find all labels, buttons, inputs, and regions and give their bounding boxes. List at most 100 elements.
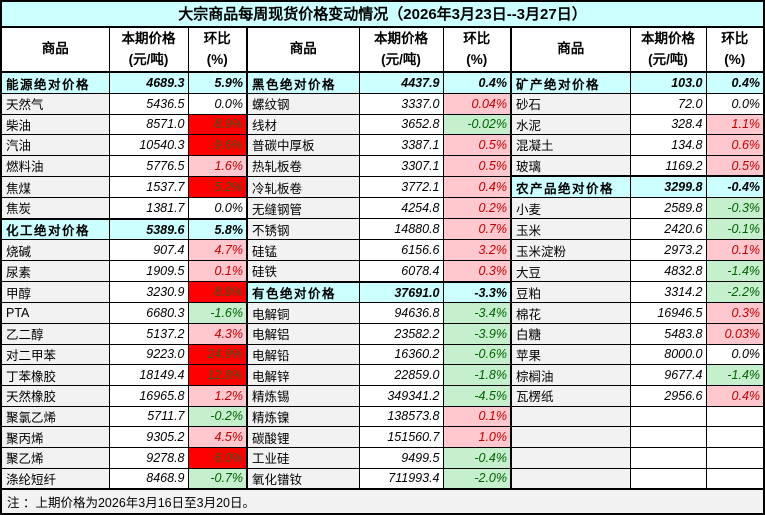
price-value: 3230.9: [108, 281, 189, 304]
table-row: 焦炭 1381.7 0.0% 无缝钢管 4254.8 0.2% 小麦 2589.8 -0.3%: [0, 197, 765, 220]
price-value: 8571.0: [108, 113, 189, 136]
empty-cell: [510, 446, 631, 469]
price-value: 10540.3: [108, 134, 189, 156]
change-value: -3.9%: [442, 323, 512, 345]
table-row: 燃料油 5776.5 1.6% 热轧板卷 3307.1 0.5% 玻璃 1169.2 0.5%: [0, 154, 765, 177]
empty-cell: [705, 446, 765, 469]
commodity-name: 汽油: [0, 134, 110, 156]
commodity-name: 苹果: [510, 343, 631, 366]
price-value: 9677.4: [629, 364, 707, 386]
price-value: 16965.8: [108, 384, 189, 407]
change-value: 9.6%: [187, 134, 248, 156]
commodity-name: 玉米淀粉: [510, 239, 631, 262]
change-value: -0.3%: [705, 197, 765, 220]
price-value: 138573.8: [358, 405, 444, 428]
change-value: 5.2%: [187, 175, 248, 199]
col-header-commodity: 商品: [510, 26, 631, 74]
change-value: 0.7%: [442, 218, 512, 241]
price-value: 907.4: [108, 239, 189, 262]
change-value: 4.3%: [187, 323, 248, 345]
price-value: 328.4: [629, 113, 707, 136]
col-header-price: 本期价格 (元/吨): [108, 26, 189, 74]
commodity-name: 混凝土: [510, 134, 631, 156]
price-value: 9278.8: [108, 446, 189, 469]
change-value: 0.0%: [705, 343, 765, 366]
commodity-name: 玻璃: [510, 154, 631, 177]
commodity-name: 精炼锡: [246, 384, 360, 407]
page-title: 大宗商品每周现货价格变动情况（2026年3月23日--3月27日）: [0, 0, 765, 28]
price-value: 4437.9: [358, 71, 444, 94]
change-value: 8.9%: [187, 113, 248, 136]
price-value: 4832.8: [629, 260, 707, 283]
commodity-name: PTA: [0, 302, 110, 325]
col-header-change: 环比 (%): [187, 26, 248, 74]
change-value: 0.2%: [442, 197, 512, 220]
change-value: 0.03%: [705, 323, 765, 345]
price-value: 72.0: [629, 92, 707, 115]
table-row: 聚丙烯 9305.2 4.5% 碳酸锂 151560.7 1.0%: [0, 426, 765, 448]
change-value: 8.8%: [187, 281, 248, 304]
commodity-name: 玉米: [510, 218, 631, 241]
commodity-name: 燃料油: [0, 154, 110, 177]
price-value: 23582.2: [358, 323, 444, 345]
commodity-name: 天然橡胶: [0, 384, 110, 407]
price-value: 16946.5: [629, 302, 707, 325]
price-value: 22859.0: [358, 364, 444, 386]
commodity-name: 焦炭: [0, 197, 110, 220]
empty-cell: [510, 467, 631, 490]
empty-cell: [510, 426, 631, 448]
empty-cell: [705, 467, 765, 490]
price-value: 3387.1: [358, 134, 444, 156]
change-value: 0.6%: [705, 134, 765, 156]
table-row: 化工绝对价格 5389.6 5.8% 不锈钢 14880.8 0.7% 玉米 2420.6 -0…: [0, 217, 765, 241]
commodity-name: 瓦楞纸: [510, 384, 631, 407]
col-header-commodity: 商品: [246, 26, 360, 74]
title-row: 大宗商品每周现货价格变动情况（2026年3月23日--3月27日）: [0, 0, 765, 28]
table-row: 汽油 10540.3 9.6% 普碳中厚板 3387.1 0.5% 混凝土 134.8 0.6%: [0, 134, 765, 156]
price-value: 6680.3: [108, 302, 189, 325]
price-value: 3314.2: [629, 281, 707, 304]
price-value: 14880.8: [358, 218, 444, 241]
commodity-name: 碳酸锂: [246, 426, 360, 448]
price-value: 3652.8: [358, 113, 444, 136]
change-value: 12.8%: [187, 364, 248, 386]
change-value: 0.1%: [442, 405, 512, 428]
change-value: -1.8%: [442, 364, 512, 386]
price-value: 5776.5: [108, 154, 189, 177]
change-value: 1.6%: [187, 154, 248, 177]
change-value: 0.4%: [442, 71, 512, 94]
change-value: 24.9%: [187, 343, 248, 366]
commodity-name: 棕榈油: [510, 364, 631, 386]
change-value: -3.3%: [442, 280, 512, 304]
table-row: 柴油 8571.0 8.9% 线材 3652.8 -0.02% 水泥 328.4 1.1%: [0, 113, 765, 136]
price-value: 2973.2: [629, 239, 707, 262]
change-value: -0.2%: [187, 405, 248, 428]
change-value: 0.0%: [187, 92, 248, 115]
category-name: 黑色绝对价格: [246, 71, 360, 94]
change-value: 0.5%: [705, 154, 765, 177]
change-value: -2.2%: [705, 281, 765, 304]
price-value: 1169.2: [629, 154, 707, 177]
commodity-name: 乙二醇: [0, 323, 110, 345]
price-value: 8000.0: [629, 343, 707, 366]
table-row: 天然橡胶 16965.8 1.2% 精炼锡 349341.2 -4.5% 瓦楞纸 2956.6…: [0, 384, 765, 407]
category-name: 能源绝对价格: [0, 71, 110, 94]
commodity-name: 丁苯橡胶: [0, 364, 110, 386]
commodity-name: 大豆: [510, 260, 631, 283]
price-value: 8468.9: [108, 467, 189, 490]
table-row: 涤纶短纤 8468.9 -0.7% 氧化镨钕 711993.4 -2.0%: [0, 467, 765, 490]
change-value: 4.5%: [187, 426, 248, 448]
commodity-name: 无缝钢管: [246, 197, 360, 220]
price-value: 1537.7: [108, 175, 189, 199]
commodity-name: 电解铝: [246, 323, 360, 345]
commodity-name: 砂石: [510, 92, 631, 115]
change-value: 0.5%: [442, 154, 512, 177]
commodity-name: 小麦: [510, 197, 631, 220]
commodity-name: 线材: [246, 113, 360, 136]
change-value: 0.3%: [705, 302, 765, 325]
price-value: 18149.4: [108, 364, 189, 386]
change-value: -1.4%: [705, 364, 765, 386]
change-value: 0.0%: [705, 92, 765, 115]
